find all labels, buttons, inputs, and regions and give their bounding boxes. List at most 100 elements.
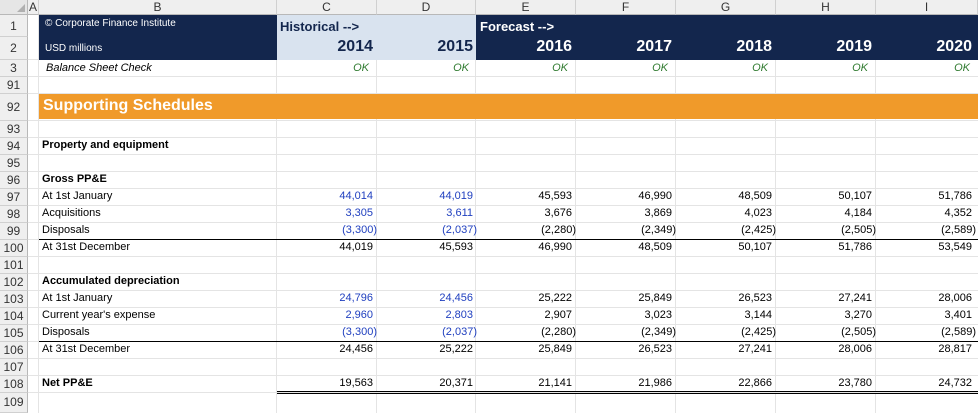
value-cell[interactable]: 27,241 <box>738 343 772 355</box>
value-cell[interactable]: 45,593 <box>538 190 572 202</box>
value-cell[interactable]: (2,505) <box>841 224 876 236</box>
row-header[interactable]: 96 <box>0 172 28 189</box>
row-header[interactable]: 2 <box>0 37 28 60</box>
check-value[interactable]: OK <box>954 62 970 74</box>
value-cell[interactable]: 20,371 <box>439 377 473 389</box>
value-cell[interactable]: 19,563 <box>339 377 373 389</box>
value-cell[interactable]: (2,349) <box>641 224 676 236</box>
value-cell[interactable]: (2,280) <box>541 326 576 338</box>
value-cell[interactable]: 3,869 <box>644 207 672 219</box>
value-cell[interactable]: (2,280) <box>541 224 576 236</box>
col-header-h[interactable]: H <box>776 0 876 15</box>
value-cell[interactable]: 46,990 <box>638 190 672 202</box>
row-header[interactable]: 99 <box>0 223 28 240</box>
value-cell[interactable]: 44,019 <box>339 241 373 253</box>
value-cell[interactable]: 45,593 <box>439 241 473 253</box>
check-value[interactable]: OK <box>752 62 768 74</box>
year-2018[interactable]: 2018 <box>736 38 772 55</box>
col-header-e[interactable]: E <box>476 0 576 15</box>
value-cell[interactable]: (2,037) <box>442 326 477 338</box>
check-value[interactable]: OK <box>453 62 469 74</box>
check-value[interactable]: OK <box>652 62 668 74</box>
row-header[interactable]: 109 <box>0 393 28 413</box>
check-value[interactable]: OK <box>852 62 868 74</box>
value-cell[interactable]: 27,241 <box>838 292 872 304</box>
value-cell[interactable]: 3,144 <box>744 309 772 321</box>
row-header[interactable]: 95 <box>0 155 28 172</box>
row-header[interactable]: 93 <box>0 121 28 138</box>
value-cell[interactable]: 24,732 <box>938 377 972 389</box>
select-all-corner[interactable] <box>0 0 28 15</box>
value-cell[interactable]: 53,549 <box>938 241 972 253</box>
value-cell[interactable]: (3,300) <box>342 326 377 338</box>
value-cell[interactable]: (2,349) <box>641 326 676 338</box>
col-header-a[interactable]: A <box>28 0 39 15</box>
col-header-d[interactable]: D <box>377 0 476 15</box>
row-header[interactable]: 105 <box>0 325 28 342</box>
value-cell[interactable]: (2,589) <box>941 224 976 236</box>
value-cell[interactable]: (2,425) <box>741 326 776 338</box>
value-cell[interactable]: 44,014 <box>339 190 373 202</box>
year-2015[interactable]: 2015 <box>437 38 473 55</box>
value-cell[interactable]: 3,676 <box>544 207 572 219</box>
value-cell[interactable]: 28,006 <box>838 343 872 355</box>
row-header[interactable]: 102 <box>0 274 28 291</box>
value-cell[interactable]: 25,849 <box>638 292 672 304</box>
value-cell[interactable]: 2,960 <box>345 309 373 321</box>
row-header[interactable]: 103 <box>0 291 28 308</box>
value-cell[interactable]: 3,611 <box>446 207 473 219</box>
value-cell[interactable]: 25,222 <box>538 292 572 304</box>
value-cell[interactable]: 28,006 <box>938 292 972 304</box>
value-cell[interactable]: (2,425) <box>741 224 776 236</box>
value-cell[interactable]: 22,866 <box>738 377 772 389</box>
year-2017[interactable]: 2017 <box>636 38 672 55</box>
value-cell[interactable]: 24,456 <box>439 292 473 304</box>
value-cell[interactable]: 48,509 <box>638 241 672 253</box>
value-cell[interactable]: 51,786 <box>838 241 872 253</box>
value-cell[interactable]: 24,456 <box>339 343 373 355</box>
value-cell[interactable]: 46,990 <box>538 241 572 253</box>
value-cell[interactable]: 50,107 <box>838 190 872 202</box>
row-header[interactable]: 107 <box>0 359 28 376</box>
row-header[interactable]: 101 <box>0 257 28 274</box>
value-cell[interactable]: 28,817 <box>938 343 972 355</box>
value-cell[interactable]: 50,107 <box>738 241 772 253</box>
value-cell[interactable]: 4,184 <box>844 207 872 219</box>
value-cell[interactable]: 48,509 <box>738 190 772 202</box>
value-cell[interactable]: 51,786 <box>938 190 972 202</box>
row-header[interactable]: 3 <box>0 60 28 77</box>
year-2019[interactable]: 2019 <box>836 38 872 55</box>
col-header-c[interactable]: C <box>277 0 377 15</box>
value-cell[interactable]: 2,907 <box>544 309 572 321</box>
value-cell[interactable]: (2,505) <box>841 326 876 338</box>
year-2014[interactable]: 2014 <box>337 38 373 55</box>
value-cell[interactable]: 25,849 <box>538 343 572 355</box>
row-header[interactable]: 1 <box>0 15 28 37</box>
value-cell[interactable]: (3,300) <box>342 224 377 236</box>
value-cell[interactable]: 3,023 <box>644 309 672 321</box>
row-header[interactable]: 106 <box>0 342 28 359</box>
value-cell[interactable]: 26,523 <box>638 343 672 355</box>
year-2020[interactable]: 2020 <box>936 38 972 55</box>
year-2016[interactable]: 2016 <box>536 38 572 55</box>
value-cell[interactable]: 26,523 <box>738 292 772 304</box>
value-cell[interactable]: (2,589) <box>941 326 976 338</box>
value-cell[interactable]: 25,222 <box>439 343 473 355</box>
check-value[interactable]: OK <box>552 62 568 74</box>
col-header-f[interactable]: F <box>576 0 676 15</box>
value-cell[interactable]: 3,305 <box>345 207 373 219</box>
row-header[interactable]: 92 <box>0 94 28 121</box>
value-cell[interactable]: 23,780 <box>838 377 872 389</box>
row-header[interactable]: 91 <box>0 77 28 94</box>
value-cell[interactable]: 3,270 <box>844 309 872 321</box>
row-header[interactable]: 104 <box>0 308 28 325</box>
value-cell[interactable]: 2,803 <box>445 309 473 321</box>
row-header[interactable]: 97 <box>0 189 28 206</box>
col-header-i[interactable]: I <box>876 0 978 15</box>
check-value[interactable]: OK <box>353 62 369 74</box>
value-cell[interactable]: 21,141 <box>538 377 572 389</box>
col-header-b[interactable]: B <box>39 0 277 15</box>
value-cell[interactable]: (2,037) <box>442 224 477 236</box>
row-header[interactable]: 108 <box>0 376 28 393</box>
value-cell[interactable]: 3,401 <box>944 309 972 321</box>
